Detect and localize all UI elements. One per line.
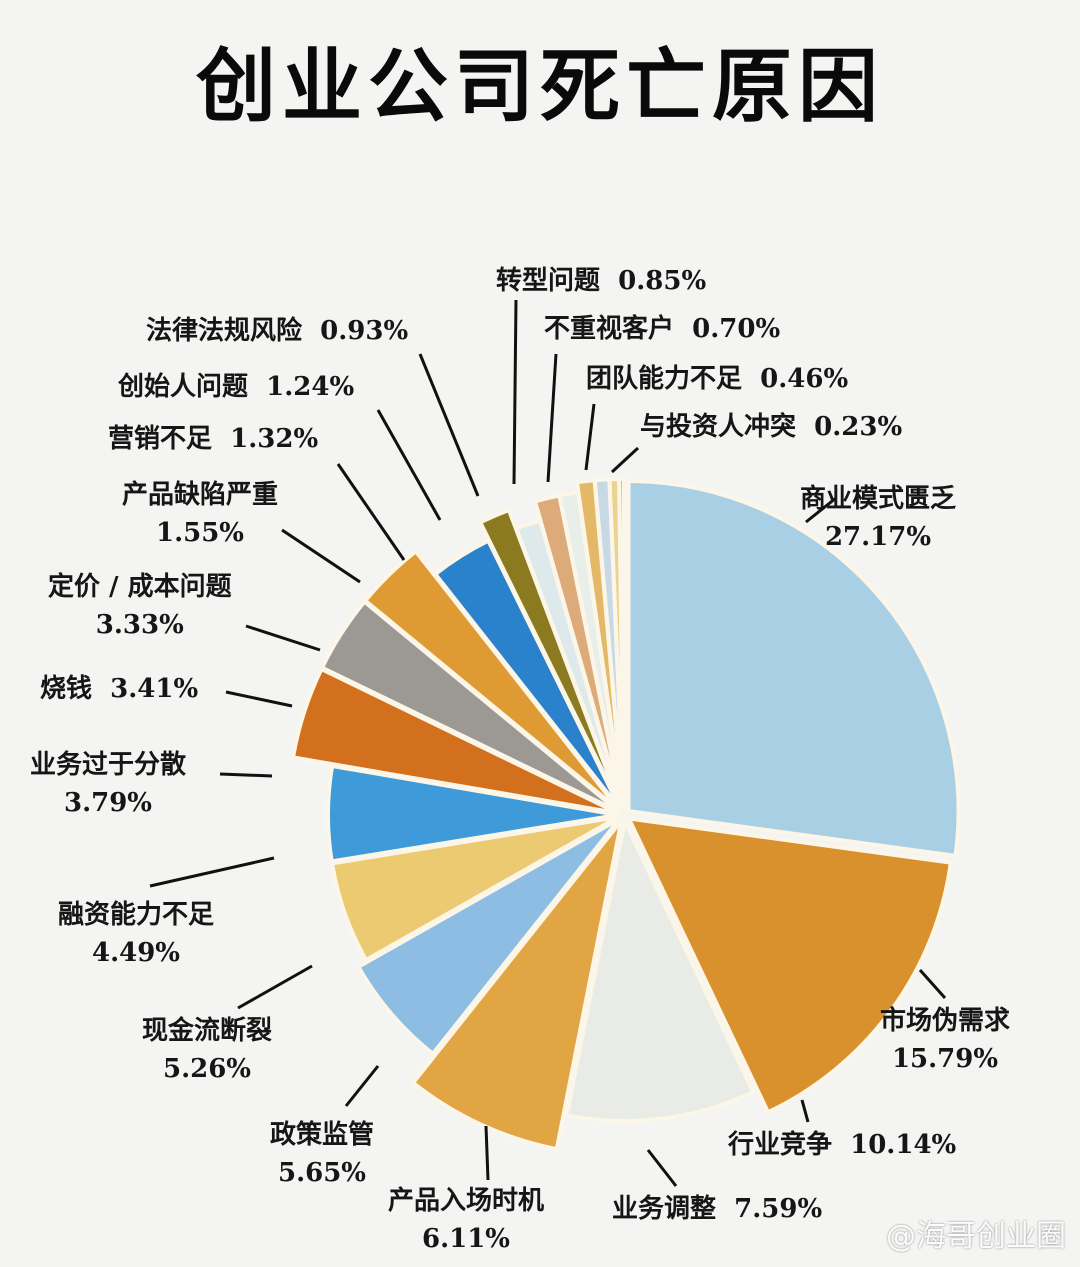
label-transformation: 转型问题 0.85% bbox=[496, 266, 707, 296]
pie-slice bbox=[410, 819, 624, 1152]
label-investor: 与投资人冲突 0.23% bbox=[640, 412, 903, 442]
leader-line bbox=[149, 856, 275, 888]
label-scattered: 业务过于分散 3.79% bbox=[30, 750, 187, 818]
label-team: 团队能力不足 0.46% bbox=[586, 364, 849, 394]
leader-line bbox=[418, 353, 480, 497]
chart-title: 创业公司死亡原因 bbox=[196, 40, 884, 133]
pie-slice bbox=[329, 815, 620, 963]
pie-slice bbox=[617, 476, 626, 810]
leader-line bbox=[484, 1125, 490, 1181]
label-pricing: 定价 / 成本问题 3.33% bbox=[48, 572, 232, 640]
leader-line bbox=[237, 964, 313, 1010]
leader-line bbox=[800, 1099, 810, 1123]
label-cashflow: 现金流断裂 5.26% bbox=[142, 1016, 273, 1084]
leader-line bbox=[245, 624, 321, 652]
label-legal: 法律法规风险 0.93% bbox=[146, 316, 409, 346]
label-competition: 行业竞争 10.14% bbox=[728, 1130, 957, 1160]
label-policy: 政策监管 5.65% bbox=[270, 1120, 375, 1188]
leader-line bbox=[219, 772, 273, 778]
pie-slice bbox=[477, 507, 624, 811]
label-business-adjust: 业务调整 7.59% bbox=[612, 1194, 823, 1224]
label-entry-timing: 产品入场时机 6.11% bbox=[388, 1186, 545, 1254]
pie-slice bbox=[355, 817, 622, 1057]
leader-line bbox=[225, 690, 293, 708]
leader-line bbox=[281, 528, 361, 584]
label-financing: 融资能力不足 4.49% bbox=[58, 900, 215, 968]
leader-line bbox=[805, 496, 837, 524]
label-founder: 创始人问题 1.24% bbox=[118, 372, 355, 402]
leader-line bbox=[646, 1149, 678, 1187]
label-product-defect: 产品缺陷严重 1.55% bbox=[122, 480, 279, 548]
label-burn-money: 烧钱 3.41% bbox=[40, 674, 199, 704]
pie-slice bbox=[362, 548, 622, 813]
leader-line bbox=[512, 299, 518, 485]
label-business-model: 商业模式匮乏 27.17% bbox=[800, 484, 957, 552]
leader-line bbox=[376, 409, 442, 521]
label-customer: 不重视客户 0.70% bbox=[544, 314, 781, 344]
leader-line bbox=[584, 403, 596, 471]
leader-line bbox=[546, 353, 558, 483]
pie-slice bbox=[626, 479, 961, 859]
label-marketing: 营销不足 1.32% bbox=[108, 424, 319, 454]
watermark: @海哥创业圈 bbox=[886, 1219, 1066, 1254]
leader-line bbox=[918, 969, 947, 999]
label-fake-demand: 市场伪需求 15.79% bbox=[880, 1006, 1011, 1074]
leader-line bbox=[344, 1065, 380, 1107]
pie-slice bbox=[625, 816, 954, 1115]
pie-slice bbox=[564, 814, 756, 1123]
leader-line bbox=[610, 446, 640, 474]
leader-line bbox=[336, 463, 406, 561]
